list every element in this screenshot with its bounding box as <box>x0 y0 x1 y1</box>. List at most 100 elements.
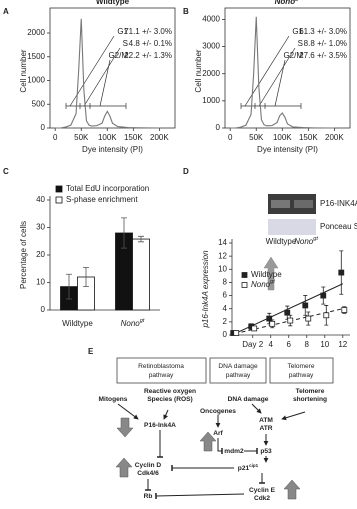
y-axis-label: p16-Ink4A expression <box>201 250 210 329</box>
node: mdm2 <box>224 448 244 455</box>
gate-value: 4.8 +/- 0.1% <box>129 39 172 48</box>
panel-letter: C <box>3 167 9 176</box>
x-tick-label: 50K <box>74 133 89 142</box>
line: pathway <box>289 372 314 379</box>
superscript: gt <box>140 318 145 324</box>
plot-frame <box>49 7 176 129</box>
legend-label: Total EdU incorporation <box>66 184 149 193</box>
text: Wildtype <box>266 237 297 246</box>
marker <box>251 325 258 332</box>
x-tick-label: 200K <box>150 133 169 142</box>
y-tick-label: 2000 <box>202 69 220 78</box>
marker <box>338 269 345 276</box>
error-bar <box>121 217 127 249</box>
marker <box>323 312 330 319</box>
y-tick-label: 20 <box>36 250 45 259</box>
arrows <box>117 403 306 500</box>
line: p21 <box>238 465 250 472</box>
gate-label: G2/M <box>283 51 303 60</box>
arrow <box>117 403 139 420</box>
x-tick-label: 100K <box>273 133 292 142</box>
line: Telomere <box>296 388 325 395</box>
y-tick-label: 1500 <box>27 52 45 61</box>
node: p53 <box>260 448 272 455</box>
line: Reactive oxygen <box>144 388 196 395</box>
x-tick-label: 200K <box>325 133 344 142</box>
x-tick-label: 150K <box>124 133 143 142</box>
increase-arrow <box>283 479 301 500</box>
line: Cdk4/6 <box>137 470 159 477</box>
line: Cyclin D <box>135 462 162 469</box>
x-tick-label: 0 <box>228 133 233 142</box>
line: pathway <box>226 372 251 379</box>
arrow <box>163 409 169 420</box>
gate-value: 8.8 +/- 1.0% <box>304 39 347 48</box>
line: ATR <box>259 425 272 432</box>
legend-marker <box>55 196 63 204</box>
text: Nono <box>121 319 141 328</box>
y-tick-label: 14 <box>218 238 227 247</box>
node: P16-Ink4A <box>144 422 176 429</box>
superscript: gt <box>270 279 275 285</box>
y-tick-label: 10 <box>218 264 227 273</box>
lane-label: Wildtype <box>266 237 297 246</box>
x-tick-label: 150K <box>299 133 318 142</box>
inset-label: Ponceau S <box>320 222 357 231</box>
blot <box>268 194 316 214</box>
input-label: Oncogenes <box>200 408 236 415</box>
y-axis-label: Cell number <box>19 49 28 92</box>
pathway-diagram: E Retinoblastoma pathway DNA damage pathwa… <box>88 347 334 502</box>
legend-marker <box>55 185 63 193</box>
legend-label: S-phase enrichment <box>66 195 138 204</box>
y-tick-label: 30 <box>36 223 45 232</box>
gate-label: G1 <box>292 27 303 36</box>
arrow <box>251 403 262 414</box>
line: Species (ROS) <box>147 396 192 403</box>
inhibit <box>217 438 223 454</box>
node: Cyclin D Cdk4/6 <box>135 462 162 477</box>
line: ATM <box>259 417 273 424</box>
error-bar <box>138 235 144 243</box>
y-tick-label: 1000 <box>202 96 220 105</box>
arrow <box>281 411 306 421</box>
text: Wildtype <box>62 319 93 328</box>
pathway-box <box>116 357 207 384</box>
legend-marker <box>241 282 248 288</box>
text: Nono <box>294 237 314 246</box>
error-bar <box>83 266 89 288</box>
y-tick-label: 10 <box>36 278 45 287</box>
x-tick-label: 0 <box>53 133 58 142</box>
node: Rb <box>144 493 153 500</box>
marker <box>320 292 327 299</box>
plot-frame <box>224 7 351 129</box>
pathway-box <box>209 357 267 384</box>
y-tick-label: 0 <box>41 305 46 314</box>
x-tick-label: 8 <box>305 340 310 349</box>
y-axis-label: Cell number <box>194 49 203 92</box>
y-tick-label: 0 <box>223 330 228 339</box>
pathway-label: Telomere pathway <box>287 363 314 379</box>
line: DNA damage <box>218 363 258 370</box>
line: Cyclin E <box>249 487 276 494</box>
legend-label: Nonogt <box>251 279 275 289</box>
gate-label: G2/M <box>108 51 128 60</box>
blot <box>268 219 316 235</box>
y-tick-label: 0 <box>216 123 221 132</box>
gate-label: S <box>298 39 303 48</box>
node: p21cip1 <box>238 463 259 472</box>
superscript: cip1 <box>249 463 259 468</box>
gate-value: 61.3 +/- 3.0% <box>299 27 347 36</box>
x-tick-label: Nonogt <box>121 318 145 328</box>
y-tick-label: 2 <box>223 317 228 326</box>
node: Cyclin E Cdk2 <box>249 487 276 502</box>
y-tick-label: 4 <box>223 304 228 313</box>
panel-letter: A <box>3 7 9 16</box>
y-tick-label: 12 <box>218 251 227 260</box>
y-tick-label: 0 <box>41 123 46 132</box>
marker <box>269 320 276 327</box>
text: Wildtype <box>96 0 130 6</box>
chart-title: Nonogt <box>275 0 302 6</box>
y-tick-label: 2000 <box>27 28 45 37</box>
